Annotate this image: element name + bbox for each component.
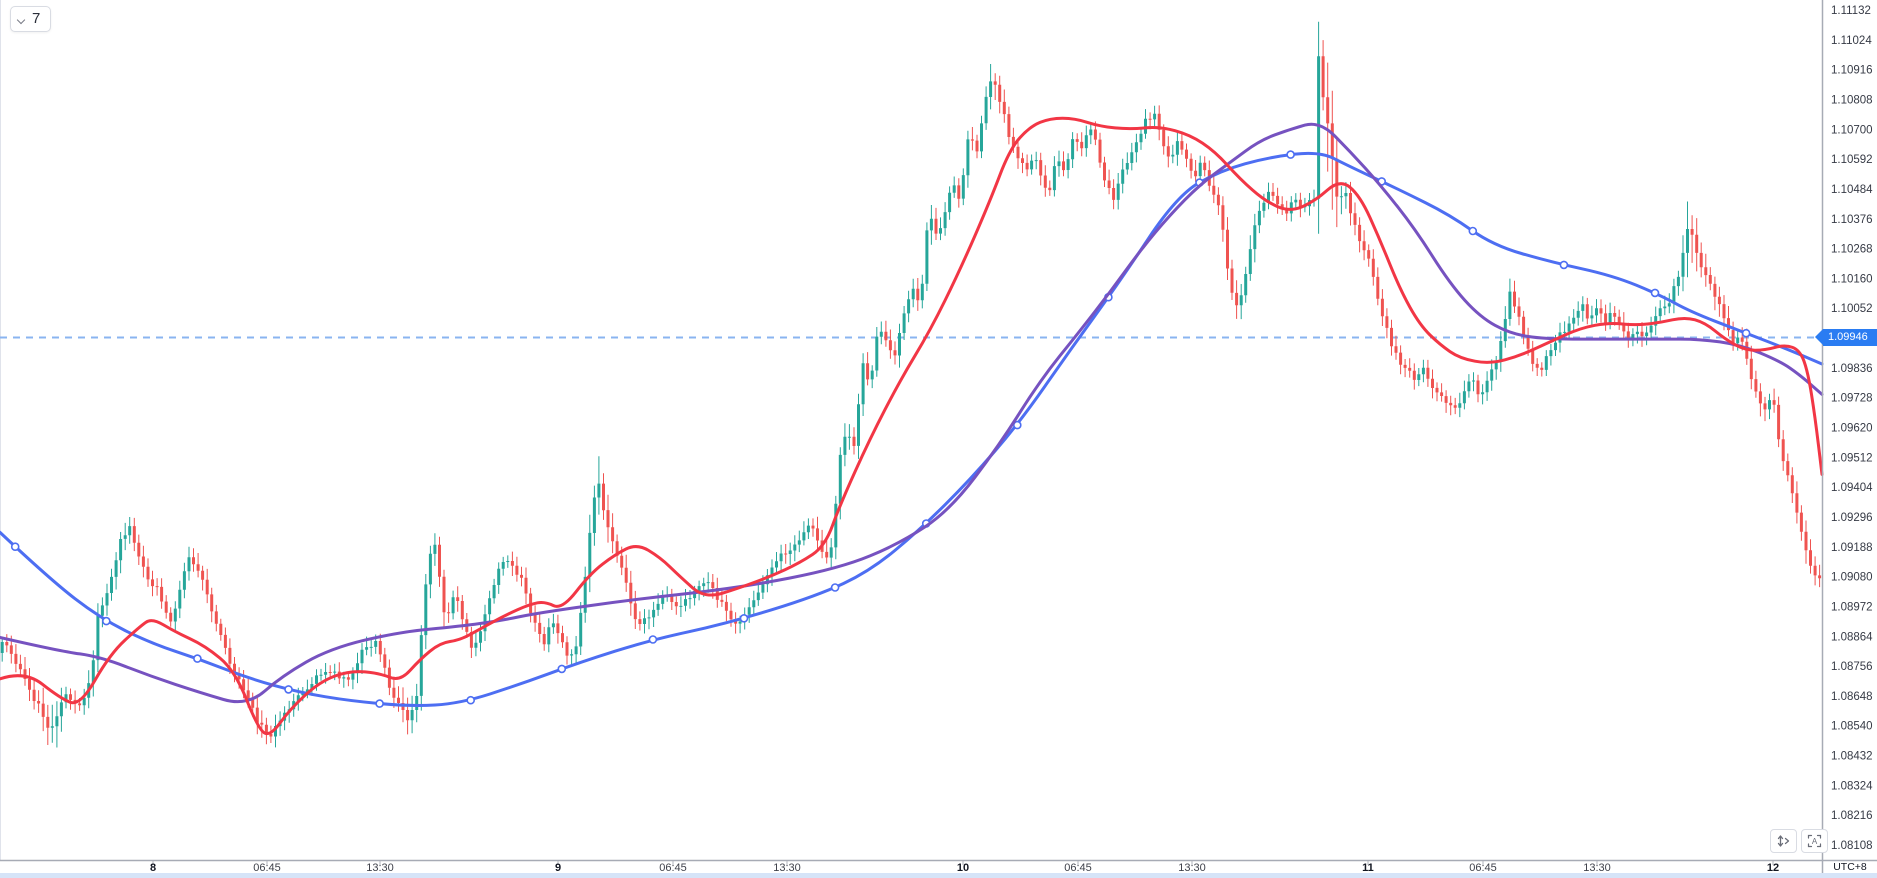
time-tick-label: 06:45 [1469, 862, 1497, 874]
ma-slow-marker [1650, 288, 1660, 298]
price-tick-label: 1.10592 [1831, 154, 1873, 166]
price-tick-label: 1.10268 [1831, 244, 1873, 256]
ma-slow-marker [1559, 260, 1569, 270]
ma-slow-marker [375, 699, 384, 708]
ma-slow-marker [648, 635, 658, 644]
bars-dropdown-value: 7 [32, 10, 41, 27]
down-candle-bodies [5, 56, 1822, 737]
price-tick-label: 1.10160 [1831, 273, 1873, 285]
ma-slow-line [0, 150, 1824, 708]
time-tick-label: 06:45 [253, 862, 281, 874]
price-tick-label: 1.09296 [1831, 512, 1873, 524]
price-tick-label: 1.08432 [1831, 751, 1873, 763]
time-tick-label: 13:30 [366, 862, 394, 874]
time-tick-label: 8 [150, 862, 156, 874]
down-candle-wicks [6, 40, 1821, 745]
ma-slow-marker [1286, 150, 1295, 159]
ma-slow-marker [284, 685, 293, 694]
bars-dropdown[interactable]: 7 [10, 6, 52, 32]
time-tick-label: 06:45 [1064, 862, 1092, 874]
price-tick-label: 1.10808 [1831, 95, 1873, 107]
ma-mid-line [0, 122, 1824, 704]
price-tick-label: 1.09620 [1831, 423, 1873, 435]
price-tick-label: 1.10484 [1831, 184, 1873, 196]
svg-text:A: A [1812, 837, 1818, 846]
up-candle-bodies [0, 56, 1772, 737]
time-tick-label: 13:30 [1178, 862, 1206, 874]
ma-slow-marker [193, 654, 202, 663]
ma-slow-marker [557, 664, 567, 674]
auto-fit-icon: A [1807, 834, 1822, 848]
time-tick-label: 12 [1767, 862, 1779, 874]
price-tick-label: 1.11024 [1831, 35, 1872, 47]
time-tick-label: 13:30 [1583, 862, 1611, 874]
price-tick-label: 1.09836 [1831, 363, 1873, 375]
last-price-axis-label: 1.09946 [1815, 329, 1877, 346]
price-tick-label: 1.09512 [1831, 452, 1873, 464]
price-tick-label: 1.11132 [1831, 5, 1871, 17]
price-tick-label: 1.10052 [1831, 303, 1873, 315]
window-bottom-strip [0, 873, 1877, 878]
price-tick-label: 1.09728 [1831, 393, 1873, 405]
auto-fit-button[interactable]: A [1801, 829, 1828, 853]
price-tick-label: 1.08108 [1831, 840, 1873, 852]
ma-slow-marker [102, 616, 111, 626]
time-tick-label: 06:45 [659, 862, 687, 874]
ma-slow-marker [1741, 328, 1751, 338]
price-tick-label: 1.10916 [1831, 65, 1873, 77]
price-tick-label: 1.08540 [1831, 721, 1873, 733]
up-candle-wicks [1, 21, 1770, 748]
ma-slow-marker [466, 695, 476, 705]
price-tick-label: 1.10376 [1831, 214, 1873, 226]
price-scale-settings-button[interactable] [1770, 829, 1797, 853]
ma-slow-marker [1468, 226, 1478, 236]
price-tick-label: 1.08864 [1831, 631, 1873, 643]
ma-fast-line [0, 116, 1824, 736]
chevron-down-icon [18, 15, 26, 23]
time-tick-label: 9 [555, 862, 561, 874]
price-tick-label: 1.08648 [1831, 691, 1873, 703]
price-tick-label: 1.09080 [1831, 572, 1873, 584]
price-tick-label: 1.09188 [1831, 542, 1873, 554]
ma-slow-marker [1012, 420, 1022, 430]
price-tick-label: 1.09404 [1831, 482, 1873, 494]
ma-slow-marker [830, 583, 840, 592]
ma-slow-marker [10, 542, 20, 552]
price-axis[interactable]: 1.11132 1.11024 1.10916 1.10808 1.10700 1.105… [1821, 0, 1874, 874]
price-tick-label: 1.08216 [1831, 810, 1873, 822]
ma-slow-marker [739, 613, 749, 623]
time-axis[interactable]: 8 06:45 13:30 9 06:45 13:30 10 06:45 13:30 11 06:4… [0, 859, 1877, 875]
price-tick-label: 1.08324 [1831, 780, 1873, 792]
time-tick-label: 13:30 [773, 862, 801, 874]
scale-arrows-icon [1777, 835, 1790, 847]
price-tick-label: 1.08756 [1831, 661, 1873, 673]
candles-layer [0, 21, 1822, 748]
price-tick-label: 1.08972 [1831, 601, 1873, 613]
price-tick-label: 1.10700 [1831, 124, 1873, 136]
time-tick-label: 11 [1362, 862, 1374, 874]
timezone-button[interactable]: UTC+8 [1833, 861, 1867, 873]
time-tick-label: 10 [957, 862, 969, 874]
